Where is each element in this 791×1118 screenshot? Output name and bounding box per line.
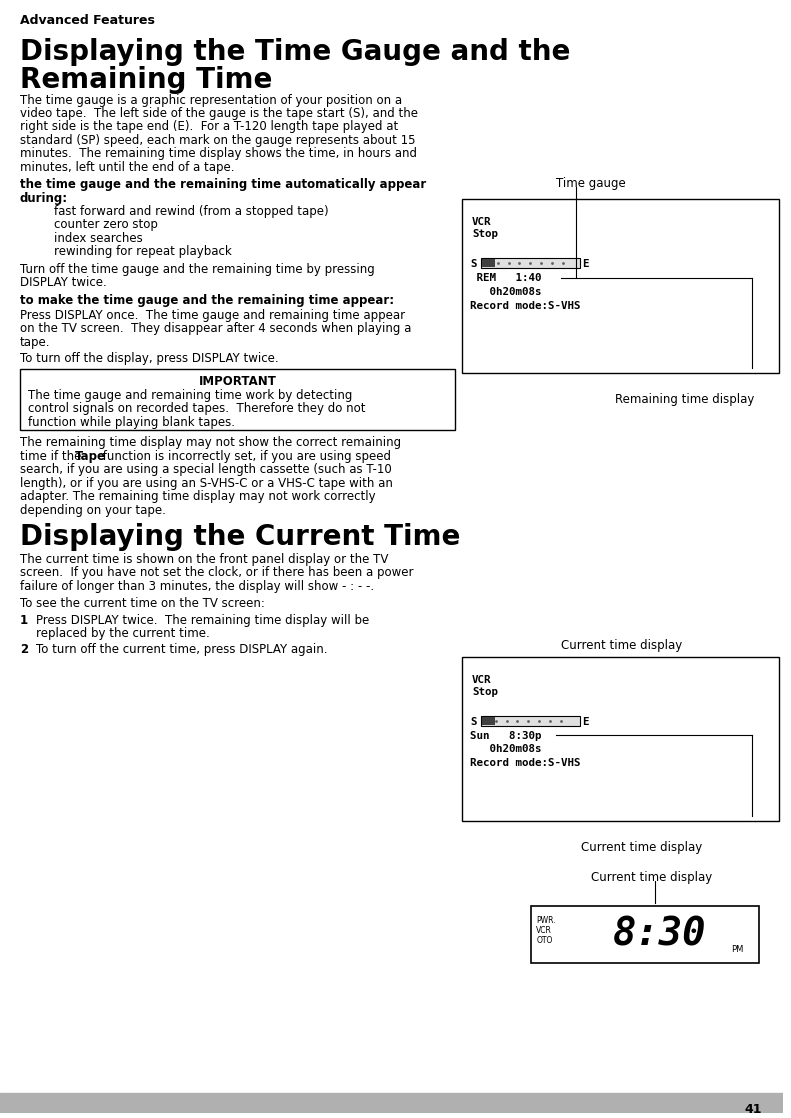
Text: OTO: OTO xyxy=(536,936,553,945)
Text: screen.  If you have not set the clock, or if there has been a power: screen. If you have not set the clock, o… xyxy=(20,567,413,579)
Text: failure of longer than 3 minutes, the display will show - : - -.: failure of longer than 3 minutes, the di… xyxy=(20,580,374,593)
Text: Remaining time display: Remaining time display xyxy=(615,394,755,406)
Text: Advanced Features: Advanced Features xyxy=(20,13,155,27)
Text: E: E xyxy=(581,258,589,268)
Text: The remaining time display may not show the correct remaining: The remaining time display may not show … xyxy=(20,436,401,449)
Text: 1: 1 xyxy=(20,614,28,626)
Text: PM: PM xyxy=(731,946,744,955)
Text: fast forward and rewind (from a stopped tape): fast forward and rewind (from a stopped … xyxy=(55,205,329,218)
Text: Displaying the Current Time: Displaying the Current Time xyxy=(20,523,460,551)
Text: To turn off the display, press DISPLAY twice.: To turn off the display, press DISPLAY t… xyxy=(20,352,278,366)
Text: Press DISPLAY twice.  The remaining time display will be: Press DISPLAY twice. The remaining time … xyxy=(36,614,369,626)
Text: VCR: VCR xyxy=(536,926,552,935)
Text: tape.: tape. xyxy=(20,335,51,349)
Text: To see the current time on the TV screen:: To see the current time on the TV screen… xyxy=(20,597,265,610)
Text: 8:30: 8:30 xyxy=(613,916,706,954)
Text: The current time is shown on the front panel display or the TV: The current time is shown on the front p… xyxy=(20,553,388,566)
Text: Stop: Stop xyxy=(472,229,498,239)
Text: VCR: VCR xyxy=(472,675,491,685)
Text: Record mode:S-VHS: Record mode:S-VHS xyxy=(470,301,581,311)
Bar xyxy=(482,717,494,724)
Text: DISPLAY twice.: DISPLAY twice. xyxy=(20,276,107,290)
Text: E: E xyxy=(581,717,589,727)
Text: IMPORTANT: IMPORTANT xyxy=(199,375,276,388)
Text: replaced by the current time.: replaced by the current time. xyxy=(36,627,210,639)
Text: 41: 41 xyxy=(744,1102,762,1116)
Bar xyxy=(481,716,580,726)
Text: search, if you are using a special length cassette (such as T-10: search, if you are using a special lengt… xyxy=(20,463,392,476)
Text: length), or if you are using an S-VHS-C or a VHS-C tape with an: length), or if you are using an S-VHS-C … xyxy=(20,476,392,490)
Text: 0h20m08s: 0h20m08s xyxy=(470,286,542,296)
Text: on the TV screen.  They disappear after 4 seconds when playing a: on the TV screen. They disappear after 4… xyxy=(20,322,411,335)
Text: REM   1:40: REM 1:40 xyxy=(470,273,542,283)
Text: index searches: index searches xyxy=(55,231,143,245)
Text: Time gauge: Time gauge xyxy=(556,177,626,190)
Text: function is incorrectly set, if you are using speed: function is incorrectly set, if you are … xyxy=(99,449,391,463)
Text: depending on your tape.: depending on your tape. xyxy=(20,503,165,517)
Text: 0h20m08s: 0h20m08s xyxy=(470,745,542,755)
Text: during:: during: xyxy=(20,191,68,205)
Text: The time gauge is a graphic representation of your position on a: The time gauge is a graphic representati… xyxy=(20,94,402,106)
Text: function while playing blank tapes.: function while playing blank tapes. xyxy=(28,416,235,428)
Bar xyxy=(462,199,778,373)
Text: To turn off the current time, press DISPLAY again.: To turn off the current time, press DISP… xyxy=(36,644,327,656)
Text: video tape.  The left side of the gauge is the tape start (S), and the: video tape. The left side of the gauge i… xyxy=(20,107,418,120)
Bar xyxy=(0,1092,782,1112)
Text: Turn off the time gauge and the remaining time by pressing: Turn off the time gauge and the remainin… xyxy=(20,263,374,276)
Text: counter zero stop: counter zero stop xyxy=(55,218,158,231)
Text: Current time display: Current time display xyxy=(591,871,712,884)
Bar xyxy=(20,369,455,430)
Text: rewinding for repeat playback: rewinding for repeat playback xyxy=(55,245,233,258)
Text: minutes, left until the end of a tape.: minutes, left until the end of a tape. xyxy=(20,161,234,173)
Text: S: S xyxy=(470,258,476,268)
Text: Tape: Tape xyxy=(75,449,106,463)
Text: VCR: VCR xyxy=(472,217,491,227)
Text: right side is the tape end (E).  For a T-120 length tape played at: right side is the tape end (E). For a T-… xyxy=(20,121,398,133)
Bar xyxy=(462,657,778,821)
Bar xyxy=(532,906,759,964)
Text: standard (SP) speed, each mark on the gauge represents about 15: standard (SP) speed, each mark on the ga… xyxy=(20,134,415,146)
Text: Current time display: Current time display xyxy=(561,639,682,652)
Text: adapter. The remaining time display may not work correctly: adapter. The remaining time display may … xyxy=(20,490,376,503)
Text: PWR.: PWR. xyxy=(536,916,556,925)
Text: Remaining Time: Remaining Time xyxy=(20,66,272,94)
Text: Sun   8:30p: Sun 8:30p xyxy=(470,730,542,740)
Text: Stop: Stop xyxy=(472,686,498,697)
Text: Displaying the Time Gauge and the: Displaying the Time Gauge and the xyxy=(20,38,570,66)
Text: S: S xyxy=(470,717,476,727)
Text: to make the time gauge and the remaining time appear:: to make the time gauge and the remaining… xyxy=(20,294,394,306)
Bar xyxy=(482,258,494,267)
Text: control signals on recorded tapes.  Therefore they do not: control signals on recorded tapes. There… xyxy=(28,402,365,415)
Text: minutes.  The remaining time display shows the time, in hours and: minutes. The remaining time display show… xyxy=(20,148,417,160)
Text: 2: 2 xyxy=(20,644,28,656)
Bar xyxy=(481,258,580,267)
Text: The time gauge and remaining time work by detecting: The time gauge and remaining time work b… xyxy=(28,389,352,401)
Text: Record mode:S-VHS: Record mode:S-VHS xyxy=(470,758,581,768)
Text: Press DISPLAY once.  The time gauge and remaining time appear: Press DISPLAY once. The time gauge and r… xyxy=(20,309,405,322)
Text: the time gauge and the remaining time automatically appear: the time gauge and the remaining time au… xyxy=(20,178,426,191)
Text: time if the: time if the xyxy=(20,449,85,463)
Text: Current time display: Current time display xyxy=(581,841,702,854)
